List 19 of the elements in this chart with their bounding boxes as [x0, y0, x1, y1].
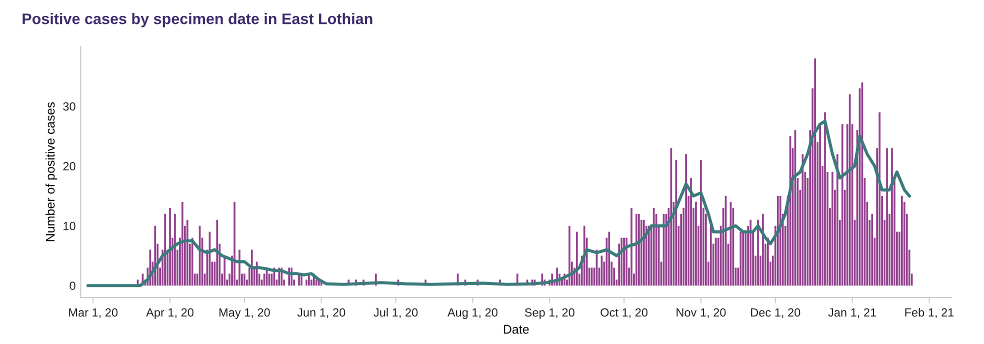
- x-tick-label: Nov 1, 20: [676, 308, 726, 318]
- y-tick-label: 10: [64, 222, 76, 230]
- x-tick-label: Jan 1, 21: [828, 308, 876, 318]
- x-tick-label: Feb 1, 21: [905, 308, 954, 318]
- x-tick-label: Aug 1, 20: [447, 308, 498, 319]
- x-tick-label: Dec 1, 20: [751, 308, 800, 318]
- x-tick-label: Mar 1, 20: [69, 308, 118, 318]
- x-tick-label: Oct 1, 20: [600, 308, 648, 318]
- x-tick-label: Sep 1, 20: [524, 308, 574, 319]
- y-tick-label: 20: [63, 162, 76, 170]
- x-tick-label: Jun 1, 20: [297, 308, 346, 318]
- chart-title: Positive cases by specimen date in East Lothian: [22, 13, 372, 28]
- y-tick-label: 0: [70, 282, 76, 290]
- y-axis-title: Number of positive cases: [45, 102, 58, 242]
- x-axis-title: Date: [504, 324, 529, 334]
- x-tick-label: Jul 1, 20: [374, 308, 418, 318]
- x-tick-label: May 1, 20: [219, 308, 270, 319]
- x-tick-label: Apr 1, 20: [146, 308, 194, 319]
- y-tick-label: 30: [63, 102, 76, 111]
